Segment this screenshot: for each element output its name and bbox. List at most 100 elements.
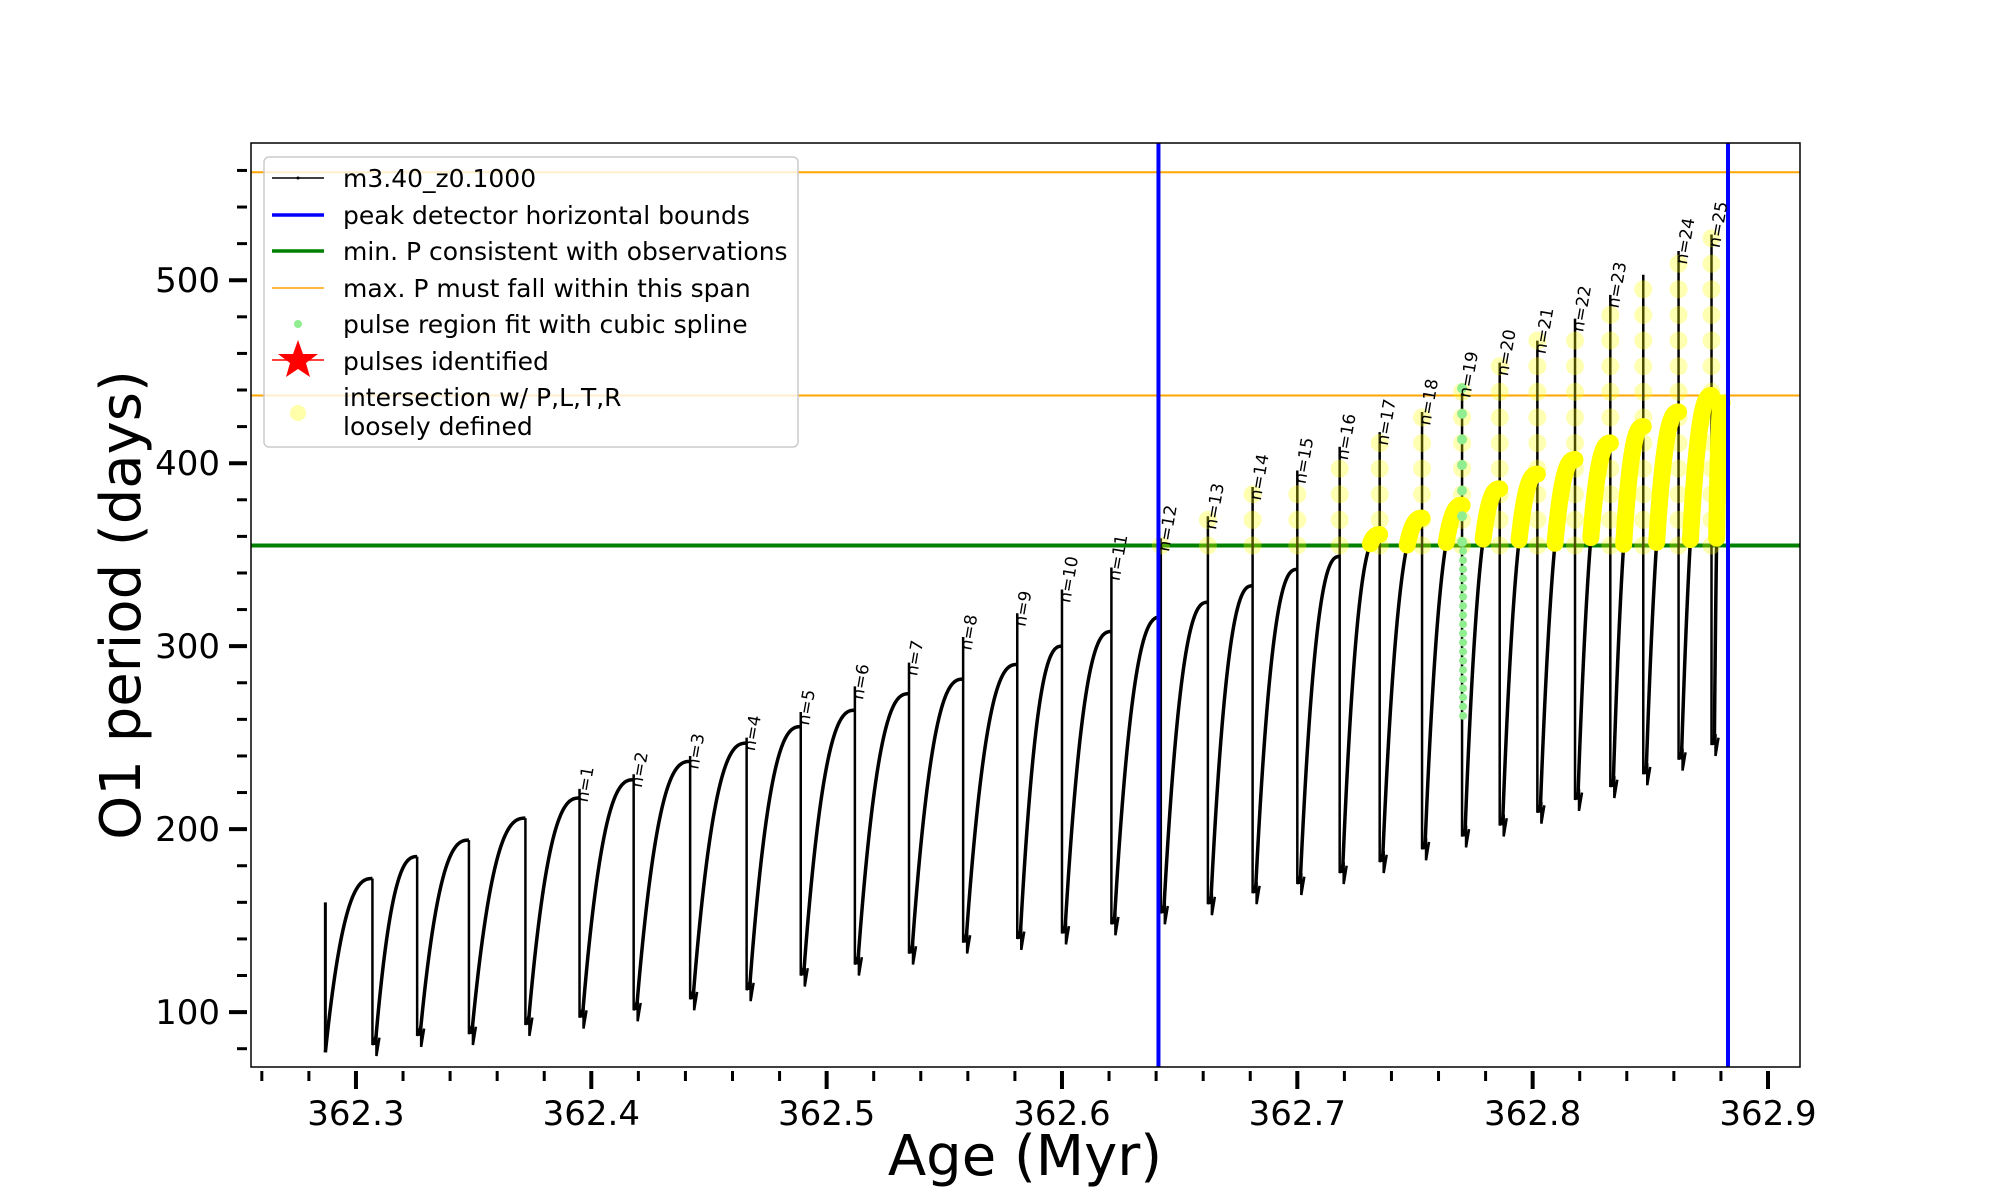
spline-fit-dot bbox=[1459, 638, 1468, 647]
intersection-marker bbox=[1669, 459, 1688, 478]
intersection-marker bbox=[1669, 254, 1688, 273]
series-segment bbox=[801, 708, 855, 976]
intersection-arch bbox=[1681, 386, 1721, 549]
spline-fit-dot bbox=[1459, 565, 1468, 574]
intersection-arch bbox=[1361, 526, 1389, 553]
intersection-marker bbox=[1566, 357, 1585, 376]
period-series bbox=[323, 234, 1724, 1057]
series-segment bbox=[1298, 554, 1340, 885]
spline-fit-dot bbox=[1459, 620, 1468, 629]
y-tick-label: 300 bbox=[155, 627, 220, 667]
intersection-marker bbox=[1601, 331, 1620, 350]
intersection-marker bbox=[1413, 459, 1432, 478]
spline-fit-dot bbox=[1459, 629, 1468, 638]
y-tick-label: 400 bbox=[155, 444, 220, 484]
intersection-marker bbox=[1198, 536, 1217, 555]
intersection-marker bbox=[1370, 485, 1389, 504]
intersection-marker bbox=[1601, 382, 1620, 401]
intersection-marker bbox=[1566, 331, 1585, 350]
y-tick-label: 200 bbox=[155, 810, 220, 850]
intersection-marker bbox=[1669, 357, 1688, 376]
intersection-marker bbox=[1601, 305, 1620, 324]
intersection-marker bbox=[1413, 408, 1432, 427]
spline-fit-dot bbox=[1459, 592, 1468, 601]
spline-fit-dot bbox=[1459, 574, 1468, 583]
intersection-marker bbox=[1370, 434, 1389, 453]
legend-label: max. P must fall within this span bbox=[343, 274, 751, 303]
legend-entry-min-p: min. P consistent with observations bbox=[272, 237, 788, 266]
x-tick-label: 362.9 bbox=[1719, 1094, 1816, 1134]
intersection-marker bbox=[1634, 357, 1653, 376]
intersection-marker bbox=[1669, 434, 1688, 453]
intersection-marker bbox=[1601, 459, 1620, 478]
intersection-marker bbox=[1490, 510, 1509, 529]
spline-fit-markers bbox=[1457, 383, 1468, 720]
legend-entry-spline: pulse region fit with cubic spline bbox=[294, 310, 748, 339]
spline-fit-dot bbox=[1457, 536, 1468, 547]
intersection-marker bbox=[1702, 305, 1721, 324]
intersection-arch bbox=[1437, 496, 1471, 551]
intersection-marker bbox=[1634, 280, 1653, 299]
legend-yellow-circle-icon bbox=[290, 405, 306, 421]
spline-fit-dot bbox=[1459, 547, 1468, 556]
intersection-marker bbox=[1528, 357, 1547, 376]
spline-fit-dot bbox=[1459, 556, 1468, 565]
series-segment bbox=[634, 759, 691, 1011]
series-segment bbox=[910, 677, 964, 954]
spline-fit-dot bbox=[1457, 408, 1468, 419]
spline-fit-dot bbox=[1457, 383, 1468, 394]
intersection-marker bbox=[1601, 408, 1620, 427]
spline-fit-dot bbox=[1459, 583, 1468, 592]
intersection-arch bbox=[1546, 451, 1584, 552]
spline-fit-dot bbox=[1459, 711, 1468, 720]
series-segment bbox=[1112, 615, 1161, 925]
intersection-marker bbox=[1528, 510, 1547, 529]
intersection-marker bbox=[1330, 536, 1349, 555]
intersection-marker bbox=[1330, 510, 1349, 529]
intersection-marker bbox=[1288, 536, 1307, 555]
intersection-marker bbox=[1634, 510, 1653, 529]
legend-entry-series: m3.40_z0.1000 bbox=[272, 164, 536, 193]
intersection-marker bbox=[1490, 357, 1509, 376]
series-segment bbox=[1208, 584, 1253, 905]
intersection-marker bbox=[1634, 408, 1653, 427]
intersection-marker bbox=[1634, 485, 1653, 504]
intersection-marker bbox=[1634, 459, 1653, 478]
intersection-marker bbox=[1490, 536, 1509, 555]
x-axis: 362.3 362.4 362.5 362.6 362.7 362.8 362.9 bbox=[260, 1071, 1817, 1134]
x-tick-label: 362.4 bbox=[543, 1094, 640, 1134]
x-tick-label: 362.6 bbox=[1013, 1094, 1110, 1134]
intersection-marker bbox=[1634, 331, 1653, 350]
x-tick-label: 362.3 bbox=[307, 1094, 404, 1134]
intersection-marker bbox=[1601, 536, 1620, 555]
intersection-marker bbox=[1566, 485, 1585, 504]
intersection-marker bbox=[1669, 408, 1688, 427]
y-tick-label: 500 bbox=[155, 261, 220, 301]
intersection-marker bbox=[1370, 510, 1389, 529]
intersection-marker bbox=[1288, 485, 1307, 504]
series-segment bbox=[526, 796, 580, 1026]
spline-fit-dot bbox=[1459, 611, 1468, 620]
series-segment bbox=[747, 724, 801, 991]
intersection-marker bbox=[1490, 408, 1509, 427]
plot-frame bbox=[250, 142, 1801, 1068]
series-segment bbox=[964, 662, 1018, 943]
series-segment bbox=[1018, 644, 1063, 940]
intersection-marker bbox=[1243, 485, 1262, 504]
intersection-marker bbox=[1566, 382, 1585, 401]
intersection-marker bbox=[1288, 510, 1307, 529]
series-segment bbox=[1253, 567, 1298, 894]
intersection-marker bbox=[1528, 459, 1547, 478]
spline-fit-dot bbox=[1457, 485, 1468, 496]
intersection-marker bbox=[1243, 510, 1262, 529]
intersection-marker bbox=[1634, 536, 1653, 555]
legend-label: peak detector horizontal bounds bbox=[343, 201, 750, 230]
legend-entry-intersection: intersection w/ P,L,T,R loosely defined bbox=[290, 383, 622, 441]
intersection-marker bbox=[1413, 434, 1432, 453]
intersection-marker bbox=[1370, 459, 1389, 478]
series-segment bbox=[855, 691, 910, 965]
intersection-marker bbox=[1634, 305, 1653, 324]
intersection-marker bbox=[1490, 459, 1509, 478]
intersection-marker bbox=[1566, 408, 1585, 427]
legend-label: m3.40_z0.1000 bbox=[343, 164, 536, 193]
